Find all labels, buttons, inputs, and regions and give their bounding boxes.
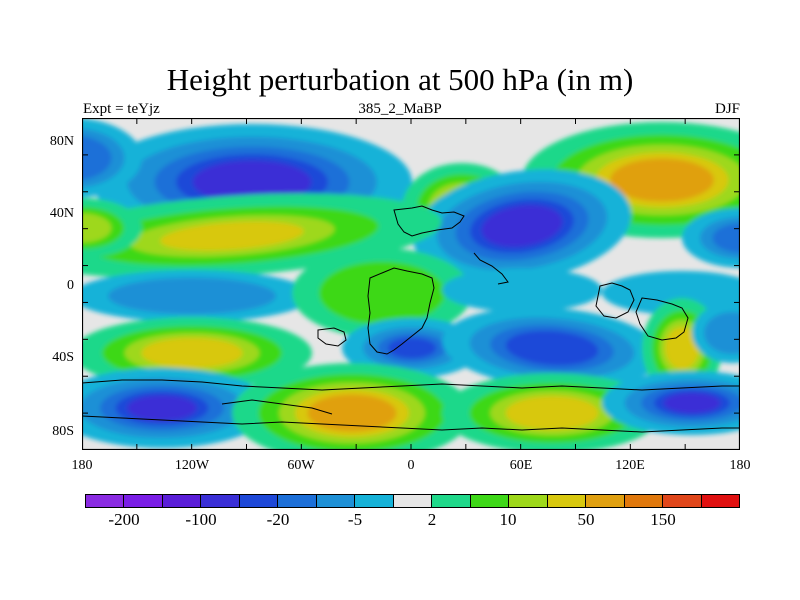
positive-anomaly [160,221,304,251]
colorbar-cell [663,495,702,507]
colorbar-label: -5 [347,510,363,529]
colorbar-cell [316,495,356,507]
colorbar-cell [239,495,279,507]
coastline-segment [595,282,635,319]
colorbar-cell [624,495,664,507]
negative-anomaly [505,330,599,366]
negative-anomaly [704,312,740,354]
colorbar-label: -100 [185,510,217,529]
lat-label: 80N [49,134,74,149]
coastline-segment [82,379,740,391]
lon-label: 120W [174,458,210,473]
colorbar-cell [393,495,433,507]
negative-anomaly [82,136,112,180]
colorbar-label: 10 [499,510,517,529]
positive-anomaly [610,158,714,202]
colorbar-cell [470,495,510,507]
positive-anomaly [141,337,243,369]
lon-label: 180 [729,458,751,473]
positive-anomaly [665,326,699,370]
coastline-segment [393,205,465,237]
colorbar-cell [201,495,240,507]
negative-anomaly [481,205,563,247]
lon-label: 60E [509,458,533,473]
season-label: DJF [714,101,740,117]
colorbar-label: 150 [650,510,676,529]
colorbar-cell [509,495,548,507]
experiment-label: Expt = teYjz [83,101,160,117]
negative-anomaly [663,392,721,414]
colorbar-cell [432,495,471,507]
coastline-segment [82,415,740,433]
colorbar-cell [586,495,625,507]
negative-anomaly [192,160,312,204]
colorbar [85,494,740,508]
colorbar-cell [355,495,394,507]
lon-label: 180 [71,458,93,473]
coastline-segment [473,252,509,285]
contour-map [82,118,740,450]
negative-anomaly [387,337,437,359]
colorbar-cell [278,495,317,507]
lon-label: 120E [615,458,645,473]
positive-anomaly [82,213,112,243]
negative-anomaly [602,271,740,315]
colorbar-label: 50 [577,510,595,529]
negative-anomaly [442,268,602,312]
lat-label: 40S [52,350,74,365]
colorbar-cell [701,495,739,507]
colorbar-cell [124,495,163,507]
plot-title: Height perturbation at 500 hPa (in m) [166,62,634,97]
lat-label: 0 [67,278,74,293]
colorbar-label: -20 [266,510,290,529]
coastline-segment [317,327,347,347]
coastline-segment [221,399,333,415]
coastline-segment [367,267,435,355]
colorbar-cell [547,495,587,507]
positive-anomaly [319,261,445,325]
positive-anomaly [505,396,599,430]
lat-label: 80S [52,424,74,439]
colorbar-label: 2 [427,510,437,529]
positive-anomaly [307,394,397,432]
negative-anomaly [127,395,197,421]
negative-anomaly [712,223,740,253]
lat-label: 40N [49,206,74,221]
colorbar-cell [162,495,202,507]
colorbar-cell [86,495,125,507]
lon-label: 0 [407,458,415,473]
case-label: 385_2_MaBP [358,101,442,117]
coastline [82,205,740,433]
lon-label: 60W [287,458,315,473]
colorbar-label: -200 [108,510,140,529]
coastline-segment [635,297,689,341]
negative-anomaly [108,277,276,315]
